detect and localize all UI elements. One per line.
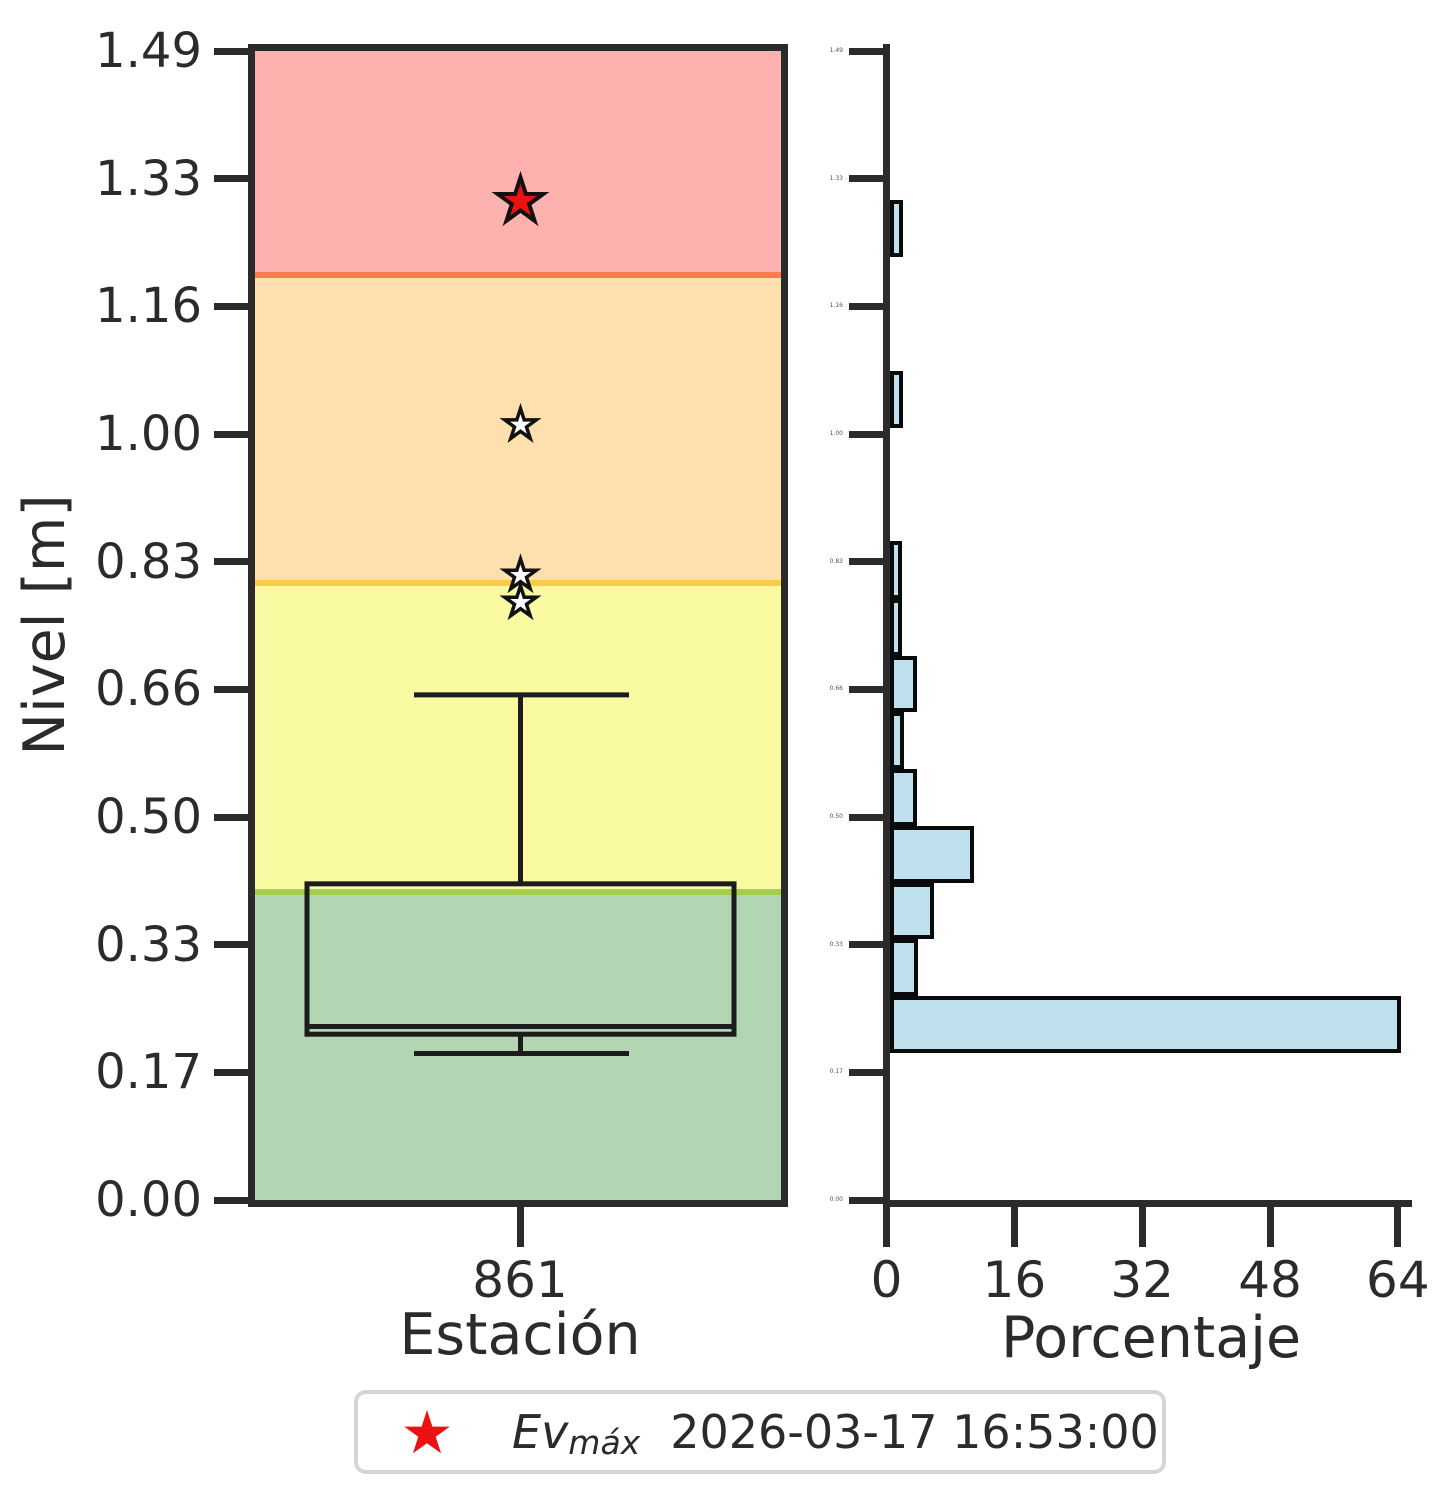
- y-tick-label: 0.33: [95, 916, 202, 973]
- boxplot-panel: [248, 44, 788, 1207]
- y-tick-label: 0.83: [95, 533, 202, 590]
- hist-x-tick: [1138, 1207, 1146, 1247]
- y-tick: [214, 47, 248, 55]
- legend: Ev máx 2026-03-17 16:53:00: [354, 1390, 1166, 1474]
- y-tick: [214, 175, 248, 183]
- y-tick-label: 0.66: [95, 661, 202, 718]
- y-tick-label: 1.16: [95, 278, 202, 335]
- y-tick: [214, 1068, 248, 1076]
- hist-y-tick-label: 1.00: [829, 430, 843, 437]
- hist-y-tick-label: 0.33: [829, 940, 843, 948]
- y-tick: [214, 813, 248, 821]
- hist-y-tick: [849, 1196, 883, 1204]
- x-tick-station: [517, 1207, 524, 1247]
- event-max-star: [491, 170, 550, 227]
- y-tick-label: 0.17: [95, 1044, 202, 1101]
- histogram-bar: [890, 825, 974, 884]
- hist-x-tick: [1266, 1207, 1274, 1247]
- hist-x-tick-label: 0: [870, 1251, 903, 1309]
- y-tick: [214, 558, 248, 566]
- outlier-star: [499, 580, 542, 621]
- y-tick-label: 1.49: [95, 23, 202, 79]
- hist-y-tick-label: 0.50: [829, 813, 843, 820]
- histogram-bar: [890, 996, 1402, 1054]
- hist-y-tick: [849, 302, 883, 310]
- outlier-star: [499, 402, 542, 444]
- y-tick: [214, 685, 248, 693]
- hist-y-tick-label: 1.33: [829, 174, 843, 182]
- hist-y-tick-label: 0.17: [829, 1068, 843, 1076]
- y-tick-label: 1.33: [95, 150, 202, 207]
- hist-y-tick-label: 0.00: [829, 1196, 843, 1203]
- hist-y-tick: [849, 558, 883, 566]
- alert-zone-roja: [255, 51, 781, 275]
- hist-bottom-spine: [883, 1200, 1412, 1207]
- hist-y-tick: [849, 1068, 883, 1076]
- boxplot-plot-area: [255, 51, 781, 1200]
- hist-y-tick: [849, 47, 883, 55]
- hist-y-tick-label: 1.16: [829, 302, 843, 310]
- y-tick-label: 1.00: [95, 406, 202, 462]
- histogram-bar: [890, 371, 903, 429]
- hist-y-tick: [849, 813, 883, 821]
- hist-x-tick: [883, 1207, 890, 1247]
- station-tick-label: 861: [472, 1251, 568, 1309]
- hist-x-tick: [1394, 1207, 1402, 1247]
- hist-y-tick: [849, 175, 883, 183]
- hist-left-spine: [883, 44, 890, 1207]
- x-axis-label-porcentaje: Porcentaje: [1000, 1305, 1302, 1371]
- histogram-bar: [890, 883, 934, 940]
- legend-label-ev: Ev: [512, 1405, 569, 1459]
- y-tick: [214, 302, 248, 310]
- hist-y-tick: [849, 941, 883, 949]
- hist-x-tick-label: 32: [1110, 1251, 1174, 1309]
- event-max-star-icon: [402, 1407, 452, 1457]
- box-iqr: [304, 881, 737, 1037]
- y-tick: [214, 941, 248, 949]
- hist-x-tick: [1010, 1207, 1018, 1247]
- histogram-bar: [890, 655, 918, 712]
- y-tick: [214, 1196, 248, 1204]
- histogram-bar: [890, 939, 918, 997]
- boxplot-svg: [304, 170, 737, 1056]
- legend-timestamp: 2026-03-17 16:53:00: [670, 1405, 1159, 1459]
- histogram-bar: [890, 541, 902, 599]
- hist-y-tick-label: 0.66: [829, 685, 843, 693]
- x-axis-label-estacion: Estación: [399, 1302, 641, 1368]
- y-tick-label: 0.00: [95, 1172, 202, 1228]
- red-star-icon: [404, 1410, 450, 1454]
- histogram-bar: [890, 598, 902, 656]
- y-tick-label: 0.50: [95, 789, 202, 845]
- zone-boundary-verde: [255, 888, 781, 895]
- histogram-bar: [890, 199, 903, 257]
- hist-x-tick-label: 64: [1366, 1251, 1430, 1309]
- histogram-bar: [890, 768, 918, 826]
- histogram-bar: [890, 711, 905, 769]
- zone-boundary-naranja: [255, 271, 781, 278]
- y-axis-label: Nivel [m]: [12, 494, 78, 756]
- hist-x-tick-label: 16: [982, 1251, 1047, 1309]
- hist-y-tick: [849, 430, 883, 438]
- legend-label-subscript: máx: [568, 1422, 641, 1462]
- hist-y-tick: [849, 685, 883, 693]
- hist-x-tick-label: 48: [1238, 1251, 1302, 1309]
- y-tick: [214, 430, 248, 438]
- hist-y-tick-label: 0.83: [829, 557, 843, 565]
- hist-y-tick-label: 1.49: [829, 47, 843, 54]
